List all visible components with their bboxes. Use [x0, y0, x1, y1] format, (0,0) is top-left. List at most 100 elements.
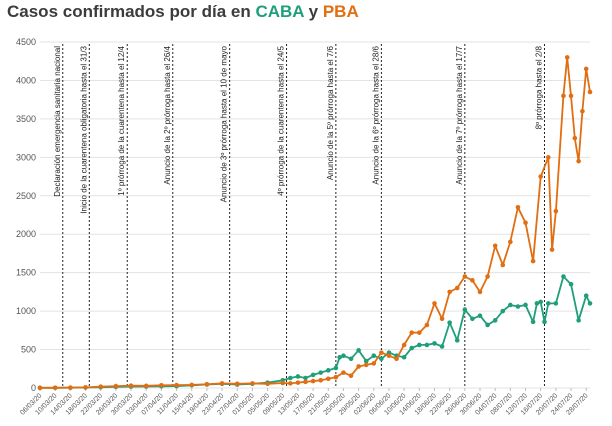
data-point-caba [401, 354, 407, 360]
series-line-pba [40, 56, 591, 389]
data-point-caba [341, 353, 346, 359]
data-point-pba [439, 316, 445, 322]
title-connector: y [303, 2, 323, 21]
y-tick-label: 3500 [16, 114, 36, 124]
data-point-pba [356, 364, 361, 369]
data-point-caba [492, 318, 498, 323]
data-point-pba [549, 247, 555, 252]
data-point-pba [417, 330, 422, 335]
data-point-caba [576, 318, 581, 323]
data-point-caba [545, 301, 551, 306]
annotation-label: Inicio de la cuarentena obligatoria hast… [79, 45, 88, 213]
data-point-pba [564, 55, 570, 60]
data-point-caba [318, 370, 323, 375]
data-point-caba [542, 319, 547, 325]
annotation-label: Anuncio de 3º prórroga hasta el 10 de ma… [220, 45, 229, 202]
data-point-pba [454, 285, 460, 291]
data-point-pba [250, 381, 255, 386]
data-point-caba [583, 293, 589, 299]
data-point-pba [189, 382, 195, 388]
data-point-caba [568, 281, 574, 287]
data-point-pba [409, 330, 415, 335]
data-point-caba [538, 299, 543, 305]
data-point-pba [462, 274, 468, 279]
data-point-pba [545, 155, 551, 160]
data-point-caba [310, 372, 316, 378]
data-point-caba [439, 344, 445, 349]
data-point-caba [432, 341, 437, 346]
data-point-caba [363, 358, 369, 364]
data-point-pba [500, 262, 506, 268]
data-point-pba [485, 274, 490, 279]
data-point-caba [477, 313, 483, 319]
series-line-caba [40, 275, 591, 389]
data-point-pba [401, 342, 407, 348]
data-point-pba [234, 381, 240, 387]
data-point-pba [280, 380, 286, 386]
title-series-caba: CABA [255, 2, 304, 21]
data-point-caba [462, 307, 468, 312]
data-point-pba [508, 239, 513, 245]
data-point-pba [295, 380, 301, 385]
data-point-pba [341, 370, 346, 375]
annotation-label: Anuncio de la 2º prórroga hasta el 26/4 [163, 45, 172, 184]
data-point-pba [477, 289, 483, 295]
data-point-caba [379, 356, 384, 362]
data-point-pba [128, 383, 134, 388]
data-point-pba [219, 381, 225, 386]
data-point-caba [587, 301, 593, 306]
annotation-label: Anuncio de la 6º prórroga hasta el 28/6 [371, 45, 380, 184]
data-point-pba [523, 220, 528, 225]
data-point-pba [348, 373, 354, 378]
data-point-pba [325, 376, 331, 382]
data-point-pba [333, 374, 339, 380]
annotation-label: Declaración emergencia sanitaria naciona… [53, 46, 62, 197]
data-point-caba [454, 338, 460, 343]
y-tick-label: 0 [31, 383, 36, 393]
y-tick-label: 1500 [16, 268, 36, 278]
data-point-pba [424, 322, 430, 328]
data-point-pba [98, 384, 103, 389]
data-point-caba [333, 365, 339, 371]
data-point-pba [576, 158, 581, 164]
data-point-pba [587, 89, 593, 95]
y-tick-label: 3000 [16, 152, 36, 162]
data-point-caba [508, 302, 513, 308]
y-tick-label: 2000 [16, 229, 36, 239]
data-point-pba [583, 66, 589, 72]
data-point-pba [83, 385, 88, 390]
data-point-caba [515, 304, 521, 309]
data-point-caba [325, 368, 331, 373]
data-point-pba [363, 362, 369, 368]
data-point-pba [52, 385, 58, 391]
data-point-pba [538, 174, 543, 179]
data-point-pba [318, 378, 323, 383]
data-point-caba [337, 354, 342, 360]
data-point-caba [371, 353, 377, 359]
annotation-label: Anuncio de la 7º prórroga hasta el 17/7 [455, 45, 464, 184]
data-point-caba [534, 301, 540, 306]
data-point-pba [68, 385, 73, 390]
data-point-pba [37, 385, 43, 391]
data-point-pba [515, 205, 521, 210]
data-point-pba [379, 350, 384, 355]
data-point-caba [561, 274, 566, 279]
data-point-caba [447, 320, 452, 325]
data-point-caba [424, 342, 430, 348]
data-point-caba [356, 348, 361, 353]
data-point-pba [265, 381, 270, 387]
data-point-pba [113, 383, 119, 389]
y-tick-label: 1000 [16, 306, 36, 316]
data-point-pba [288, 381, 293, 386]
data-point-caba [485, 322, 490, 328]
data-point-pba [580, 108, 585, 114]
y-tick-label: 2500 [16, 191, 36, 201]
data-point-caba [348, 356, 354, 362]
data-point-caba [417, 342, 422, 348]
data-point-caba [288, 375, 293, 381]
data-point-caba [553, 301, 559, 306]
data-point-caba [500, 308, 506, 314]
annotation-label: Anuncio de la 5º prórroga hasta el 7/6 [326, 45, 335, 180]
data-point-pba [572, 135, 578, 141]
